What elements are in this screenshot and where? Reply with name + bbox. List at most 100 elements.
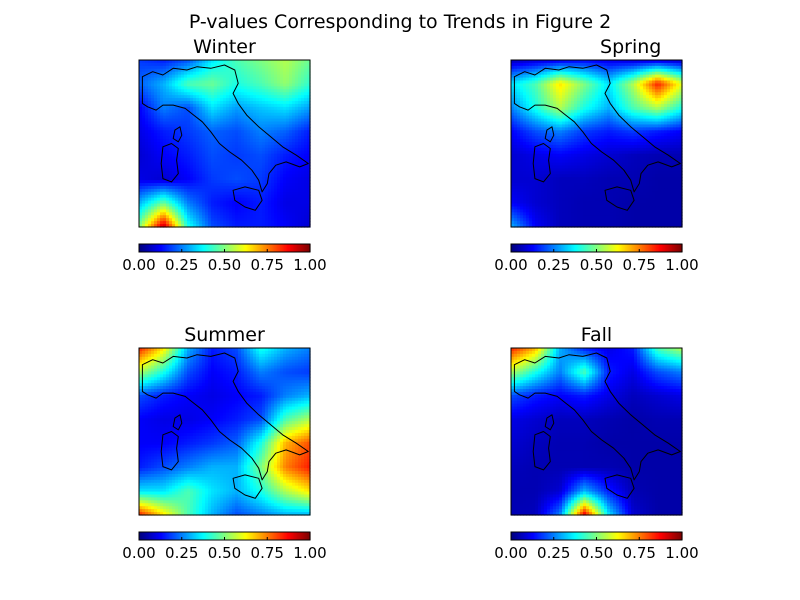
heatmap-cell xyxy=(529,77,533,82)
colorbar-tick-label: 0.50 xyxy=(208,256,241,274)
heatmap-cell xyxy=(526,139,530,143)
heatmap-cell xyxy=(181,224,185,228)
heatmap-cell xyxy=(268,80,272,85)
heatmap-cell xyxy=(616,139,620,143)
heatmap-cell xyxy=(220,215,224,219)
heatmap-cell xyxy=(676,86,680,90)
heatmap-cell xyxy=(166,171,170,175)
heatmap-cell xyxy=(523,80,527,85)
heatmap-cell xyxy=(181,103,185,108)
heatmap-cell xyxy=(163,60,167,64)
heatmap-cell xyxy=(574,133,578,137)
heatmap-cell xyxy=(289,188,293,193)
heatmap-cell xyxy=(298,74,302,79)
heatmap-cell xyxy=(280,150,284,155)
heatmap-cell xyxy=(640,62,644,67)
heatmap-cell xyxy=(550,80,554,85)
heatmap-cell xyxy=(181,77,185,82)
heatmap-cell xyxy=(250,139,254,143)
heatmap-cell xyxy=(217,165,221,169)
heatmap-cell xyxy=(262,103,266,108)
heatmap-cell xyxy=(544,80,548,85)
heatmap-cell xyxy=(196,136,200,140)
heatmap-cell xyxy=(163,136,167,140)
heatmap-cell xyxy=(139,124,143,128)
heatmap-cell xyxy=(526,80,530,85)
heatmap-cell xyxy=(241,74,245,79)
heatmap-cell xyxy=(634,139,638,143)
heatmap-cell xyxy=(559,89,563,93)
heatmap-cell xyxy=(562,133,566,137)
heatmap-cell xyxy=(658,95,662,99)
heatmap-cell xyxy=(244,86,248,90)
heatmap-cell xyxy=(142,162,146,167)
colorbar-segment xyxy=(158,244,161,252)
heatmap-cell xyxy=(235,112,239,117)
heatmap-cell xyxy=(172,209,176,213)
heatmap-cell xyxy=(220,203,224,208)
heatmap-cell xyxy=(667,103,671,108)
heatmap-cell xyxy=(178,203,182,208)
heatmap-cell xyxy=(253,174,257,178)
heatmap-cell xyxy=(544,139,548,143)
heatmap-cell xyxy=(286,168,290,172)
colorbar-segment xyxy=(157,244,160,252)
heatmap-cell xyxy=(178,183,182,187)
heatmap-cell xyxy=(205,209,209,213)
heatmap-cell xyxy=(193,156,197,161)
heatmap-cell xyxy=(226,95,230,99)
heatmap-cell xyxy=(154,156,158,161)
heatmap-cell xyxy=(274,150,278,155)
heatmap-cell xyxy=(574,106,578,111)
heatmap-cell xyxy=(223,74,227,79)
heatmap-cell xyxy=(586,124,590,128)
heatmap-cell xyxy=(232,168,236,172)
heatmap-cell xyxy=(193,200,197,205)
heatmap-cell xyxy=(178,144,182,149)
heatmap-cell xyxy=(220,188,224,193)
sicily-coast-line xyxy=(232,186,263,211)
heatmap-cell xyxy=(196,101,200,105)
heatmap-cell xyxy=(181,115,185,120)
heatmap-cell xyxy=(262,80,266,85)
heatmap-cell xyxy=(256,112,260,117)
heatmap-cell xyxy=(304,98,308,102)
heatmap-cell xyxy=(511,115,515,120)
heatmap-cell xyxy=(667,80,671,85)
heatmap-cell xyxy=(283,60,287,64)
heatmap-cell xyxy=(175,106,179,111)
heatmap-cell xyxy=(661,115,665,120)
heatmap-cell xyxy=(643,71,647,76)
heatmap-cell xyxy=(181,191,185,196)
heatmap-cell xyxy=(283,162,287,167)
heatmap-cell xyxy=(205,115,209,120)
heatmap-cell xyxy=(649,98,653,102)
heatmap-cell xyxy=(637,112,641,117)
heatmap-cell xyxy=(307,62,311,67)
heatmap-cell xyxy=(166,165,170,169)
heatmap-cell xyxy=(556,112,560,117)
heatmap-cell xyxy=(580,124,584,128)
heatmap-cell xyxy=(178,71,182,76)
heatmap-cell xyxy=(301,98,305,102)
heatmap-cell xyxy=(541,71,545,76)
heatmap-cell xyxy=(253,103,257,108)
heatmap-cell xyxy=(160,92,164,96)
heatmap-cell xyxy=(232,121,236,126)
heatmap-cell xyxy=(523,68,527,73)
heatmap-cell xyxy=(244,144,248,149)
heatmap-cell xyxy=(259,221,263,225)
heatmap-cell xyxy=(289,197,293,202)
heatmap-cell xyxy=(565,136,569,140)
heatmap-cell xyxy=(205,127,209,131)
heatmap-cell xyxy=(226,112,230,117)
heatmap-cell xyxy=(562,127,566,131)
heatmap-cell xyxy=(607,118,611,123)
heatmap-cell xyxy=(151,191,155,196)
heatmap-cell xyxy=(535,115,539,120)
heatmap-cell xyxy=(619,133,623,137)
heatmap-cell xyxy=(259,133,263,137)
heatmap-cell xyxy=(301,124,305,128)
heatmap-cell xyxy=(166,224,170,228)
heatmap-cell xyxy=(145,183,149,187)
